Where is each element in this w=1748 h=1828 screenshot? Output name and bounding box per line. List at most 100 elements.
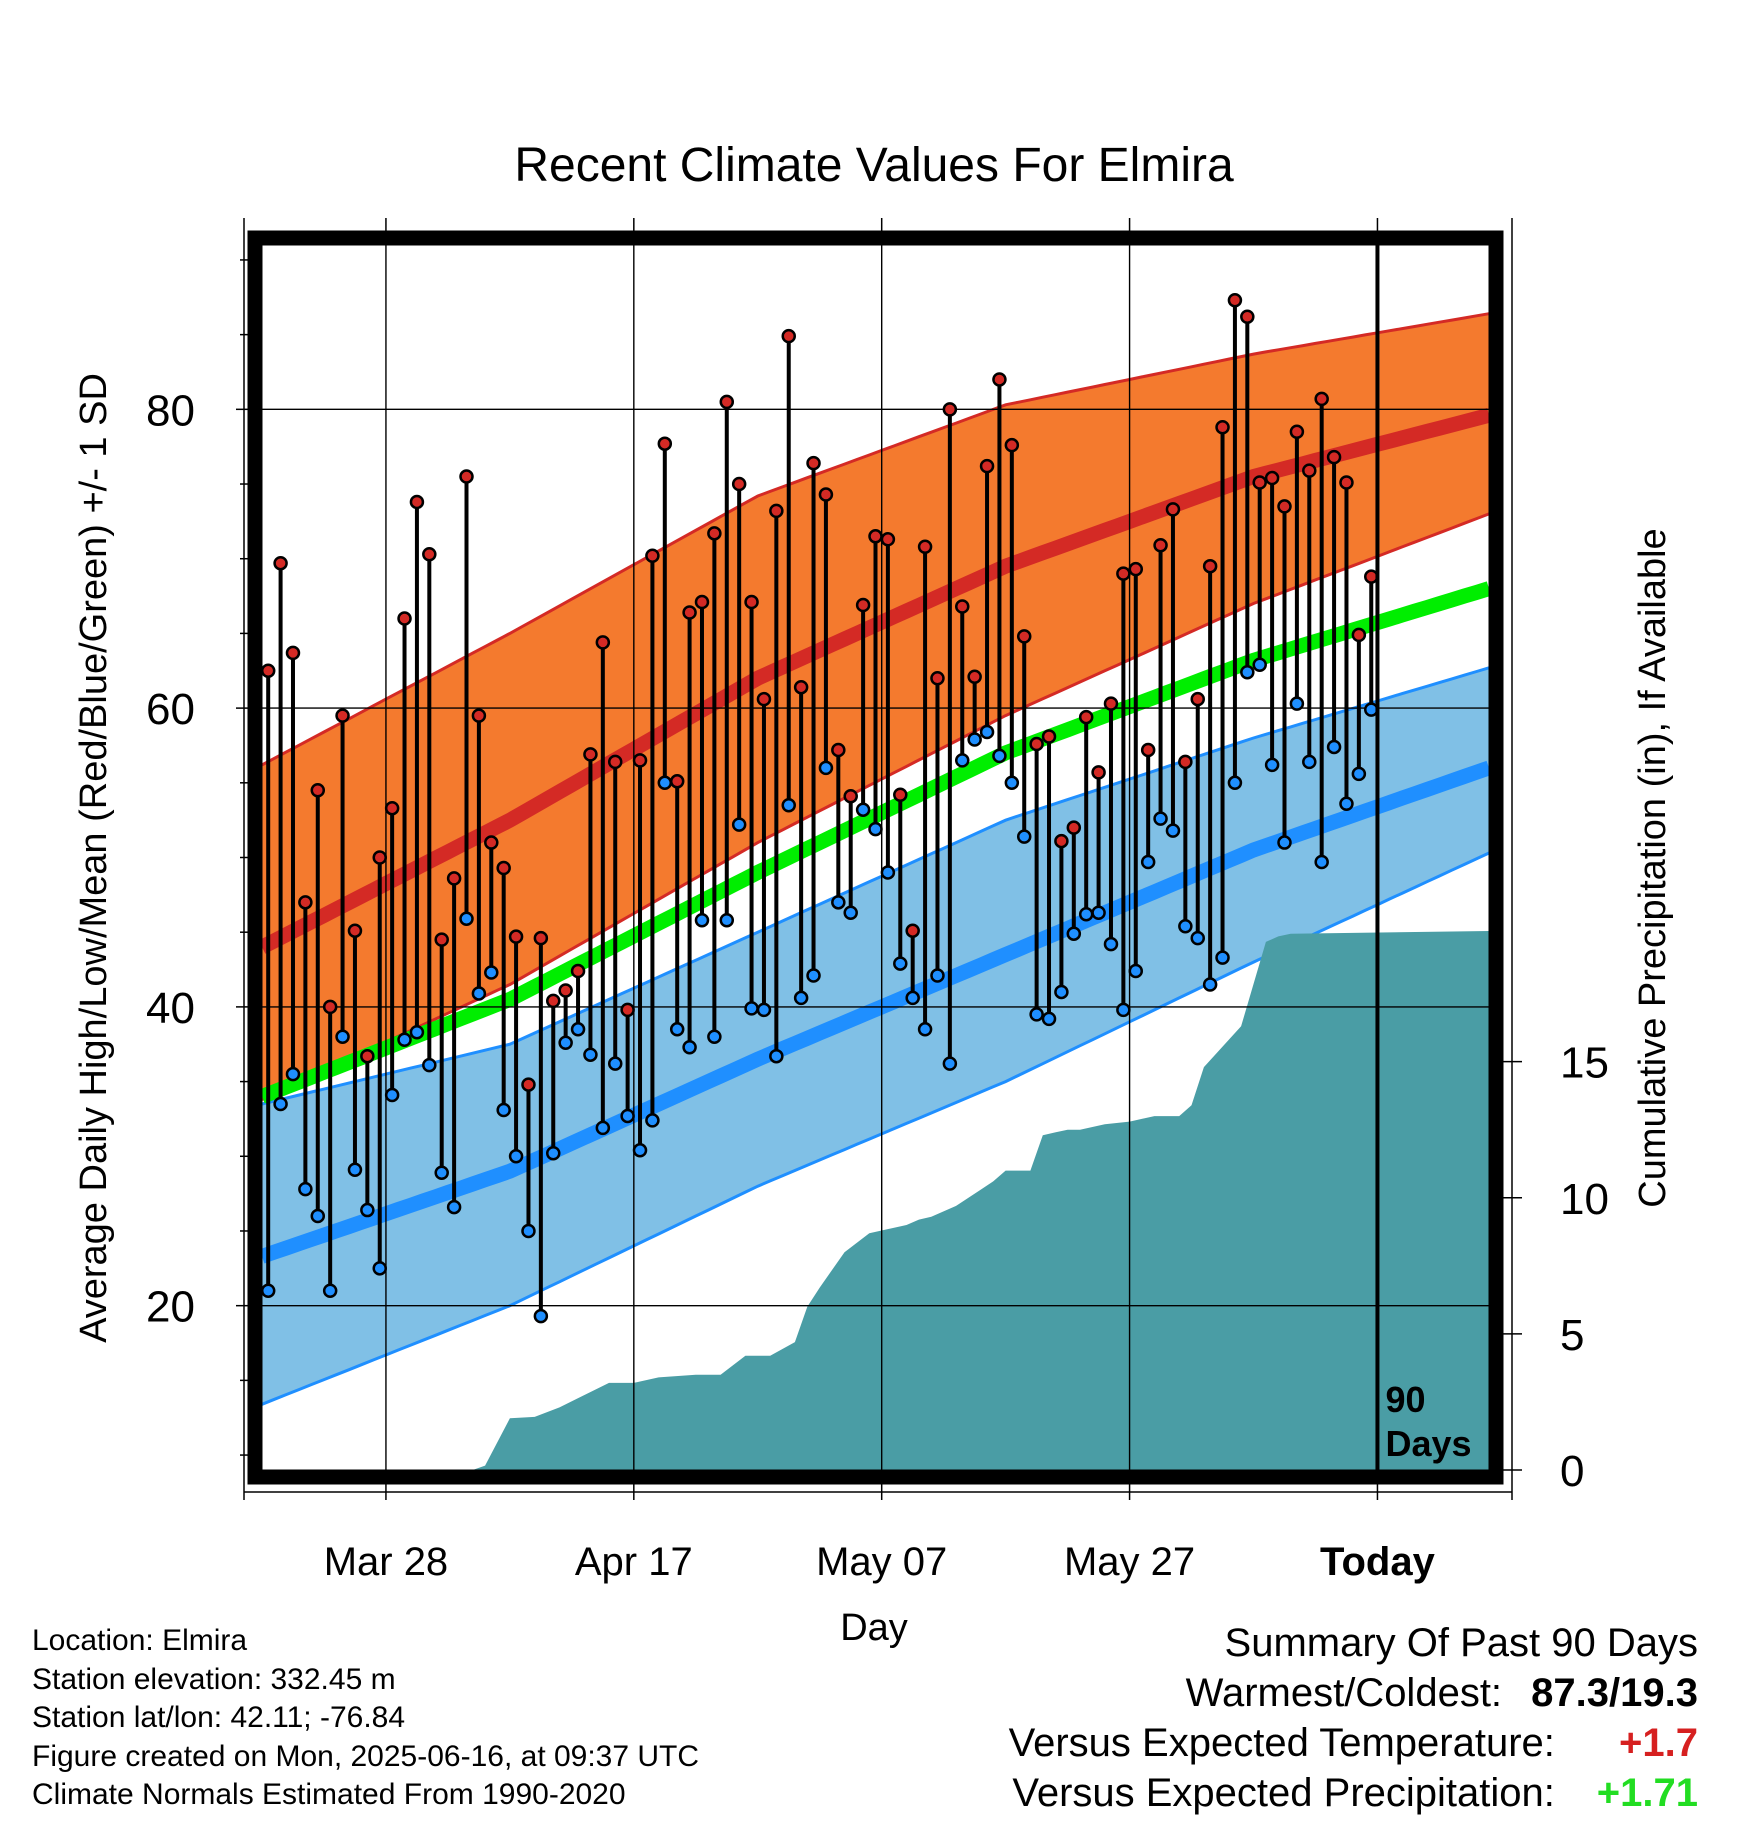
high-point (917, 539, 933, 555)
high-point (1252, 475, 1267, 490)
today-days-label: Days (1385, 1423, 1471, 1464)
y-tick-label: 40 (146, 984, 195, 1033)
low-point (930, 968, 945, 983)
high-point (1264, 470, 1280, 486)
high-point (707, 526, 722, 541)
high-point (880, 532, 896, 547)
high-point (1153, 538, 1168, 553)
low-point (880, 865, 896, 880)
low-point (979, 724, 995, 740)
high-point (967, 669, 982, 684)
chart-title: Recent Climate Values For Elmira (514, 139, 1234, 192)
high-point (806, 455, 821, 471)
station-info: Location: Elmira Station elevation: 332.… (32, 1622, 699, 1815)
low-point (310, 1208, 326, 1224)
x-axis-label: Day (840, 1607, 908, 1649)
low-point (1202, 977, 1218, 992)
low-point (583, 1047, 598, 1062)
low-point (484, 965, 499, 980)
low-point (1252, 657, 1267, 673)
low-point (422, 1057, 437, 1073)
low-point (632, 1143, 648, 1158)
low-point (1066, 926, 1082, 941)
low-point (620, 1108, 635, 1124)
high-point (893, 787, 908, 803)
observations (260, 293, 1379, 1324)
temp-value: +1.7 (1619, 1721, 1698, 1765)
y2-tick-label: 5 (1560, 1311, 1584, 1360)
low-point (955, 753, 970, 768)
low-point (682, 1039, 697, 1055)
high-point (1103, 696, 1119, 711)
low-point (1277, 835, 1292, 850)
high-point (1215, 420, 1230, 435)
high-point (360, 1048, 375, 1064)
low-point (1351, 766, 1367, 782)
low-point (570, 1022, 586, 1037)
precip-value: +1.71 (1596, 1771, 1698, 1815)
high-point (1004, 437, 1020, 453)
high-point (831, 742, 846, 758)
x-tick-label: Apr 17 (575, 1540, 693, 1584)
low-sd-band (262, 667, 1489, 1405)
x-tick-label: Today (1320, 1540, 1436, 1584)
warmest-value: 87.3/19.3 (1531, 1671, 1698, 1715)
low-point (1227, 775, 1243, 791)
warmest-label: Warmest/Coldest: (1185, 1671, 1503, 1715)
high-point (409, 494, 425, 510)
high-point (756, 691, 772, 707)
high-point (471, 708, 487, 723)
high-point (905, 923, 920, 938)
location-text: Location: Elmira (32, 1624, 248, 1657)
high-point (322, 999, 338, 1015)
high-point (632, 753, 648, 768)
high-point (955, 599, 970, 614)
x-tick-label: May 27 (1064, 1540, 1195, 1584)
high-point (1302, 463, 1317, 478)
low-point (806, 968, 821, 983)
low-point (793, 990, 809, 1006)
y2-tick-label: 15 (1560, 1039, 1609, 1088)
low-point (446, 1199, 462, 1215)
y-tick-label: 80 (146, 386, 195, 435)
low-point (1103, 936, 1119, 952)
high-point (1240, 309, 1255, 324)
low-point (1326, 739, 1342, 755)
low-point (917, 1022, 933, 1037)
high-point (979, 458, 995, 474)
low-point (360, 1202, 375, 1218)
low-point (992, 748, 1007, 764)
high-point (484, 835, 499, 850)
high-point (1227, 293, 1243, 308)
high-point (1326, 449, 1342, 465)
high-point (422, 546, 437, 562)
latlon-text: Station lat/lon: 42.11; -76.84 (32, 1701, 406, 1734)
y-tick-label: 20 (146, 1283, 195, 1332)
low-point (471, 986, 487, 1001)
x-tick-label: May 07 (816, 1540, 947, 1584)
low-point (707, 1029, 722, 1045)
high-point (446, 871, 462, 886)
low-point (1339, 796, 1354, 811)
low-point (967, 732, 982, 747)
created-text: Figure created on Mon, 2025-06-16, at 09… (32, 1739, 700, 1773)
high-point (930, 670, 945, 686)
high-point (298, 895, 313, 910)
low-point (756, 1002, 772, 1018)
low-point (335, 1029, 350, 1045)
high-point (744, 594, 759, 610)
low-point (1289, 696, 1305, 711)
low-point (298, 1181, 313, 1197)
high-point (1277, 499, 1292, 514)
high-point (1066, 820, 1082, 835)
temp-label: Versus Expected Temperature: (1008, 1721, 1555, 1765)
high-point (595, 635, 611, 650)
high-point (645, 548, 660, 563)
high-point (1190, 691, 1205, 707)
high-point (496, 860, 511, 876)
y-tick-label: 60 (146, 685, 195, 734)
high-point (657, 436, 673, 451)
y2-axis-label: Cumulative Precipitation (in), If Availa… (1632, 528, 1674, 1207)
high-point (1202, 558, 1218, 574)
